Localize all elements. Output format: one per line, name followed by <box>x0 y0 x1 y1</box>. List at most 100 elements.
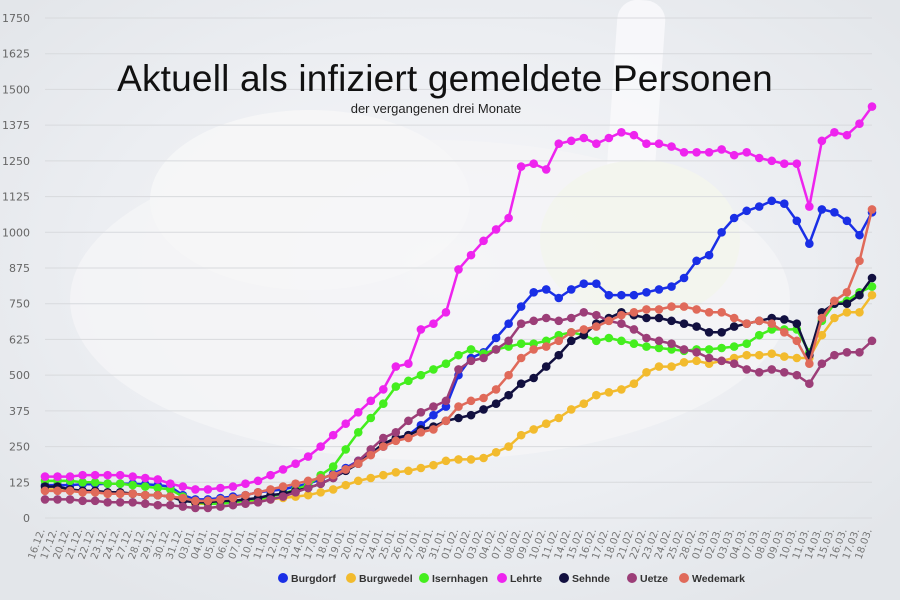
data-point <box>516 430 526 440</box>
data-point <box>166 500 175 510</box>
data-point <box>253 497 263 507</box>
legend-item-burgdorf[interactable]: Burgdorf <box>278 573 336 585</box>
data-point <box>429 460 438 470</box>
data-point <box>115 497 125 507</box>
series-uetze <box>40 307 877 513</box>
data-point <box>454 365 463 374</box>
legend-item-uetze[interactable]: Uetze <box>627 573 668 585</box>
data-point <box>692 356 701 366</box>
data-point <box>90 487 100 497</box>
data-point <box>779 327 789 337</box>
data-point <box>642 139 651 149</box>
data-point <box>592 279 601 289</box>
data-point <box>504 370 513 380</box>
data-point <box>78 496 87 506</box>
data-point <box>103 489 112 499</box>
data-point <box>128 472 138 481</box>
data-point <box>466 455 476 464</box>
data-point <box>303 490 313 500</box>
data-point <box>805 359 814 369</box>
legend-item-lehrte[interactable]: Lehrte <box>497 573 542 585</box>
data-point <box>654 305 664 314</box>
data-point <box>153 490 163 500</box>
data-point <box>642 333 651 343</box>
data-point <box>441 396 451 406</box>
data-point <box>328 470 338 480</box>
data-point <box>379 442 388 451</box>
data-point <box>817 330 827 340</box>
data-point <box>855 119 864 129</box>
data-point <box>341 445 351 454</box>
data-point <box>516 339 526 349</box>
data-point <box>379 470 388 480</box>
data-point <box>228 482 238 491</box>
data-point <box>328 485 338 494</box>
data-point <box>479 453 488 463</box>
data-point <box>441 307 451 317</box>
y-axis: 0 125 250 375 500 625 750 875 1000 1125 1250 1375 15… <box>2 12 30 525</box>
data-point <box>353 459 363 469</box>
data-point <box>817 313 827 323</box>
legend: Burgdorf Burgwedel Isernhagen Lehrte Sehnde U… <box>278 573 745 585</box>
data-point <box>178 502 188 511</box>
data-point <box>830 127 839 137</box>
data-point <box>617 319 626 329</box>
data-point <box>667 362 676 371</box>
data-point <box>178 493 188 503</box>
data-point <box>592 139 601 149</box>
data-point <box>191 485 200 494</box>
legend-label: Uetze <box>640 573 668 585</box>
data-point <box>867 336 877 346</box>
data-point <box>592 310 601 320</box>
data-point <box>754 202 764 211</box>
data-point <box>617 290 626 300</box>
data-point <box>792 336 802 346</box>
data-point <box>855 290 864 300</box>
data-point <box>115 489 125 499</box>
data-point <box>592 336 601 346</box>
legend-item-burgwedel[interactable]: Burgwedel <box>346 573 413 585</box>
data-point <box>429 425 438 434</box>
legend-label: Isernhagen <box>432 573 488 585</box>
data-point <box>416 325 426 334</box>
data-point <box>704 147 714 157</box>
data-point <box>617 310 626 320</box>
data-point <box>779 199 789 209</box>
legend-label: Sehnde <box>572 573 610 585</box>
data-point <box>867 205 877 214</box>
data-point <box>754 330 764 340</box>
legend-item-sehnde[interactable]: Sehnde <box>559 573 610 585</box>
data-point <box>842 307 852 317</box>
data-point <box>379 385 388 394</box>
data-point <box>341 480 351 490</box>
data-point <box>729 313 739 323</box>
data-point <box>479 353 488 363</box>
data-point <box>303 476 313 486</box>
data-point <box>754 153 764 163</box>
data-point <box>805 379 814 389</box>
data-point <box>667 302 676 311</box>
data-point <box>516 379 526 389</box>
data-point <box>466 345 476 354</box>
series-lehrte <box>40 102 877 494</box>
data-point <box>817 359 827 369</box>
data-point <box>228 500 238 510</box>
legend-item-isernhagen[interactable]: Isernhagen <box>419 573 488 585</box>
data-point <box>629 307 639 317</box>
legend-item-wedemark[interactable]: Wedemark <box>679 573 745 585</box>
data-point <box>78 477 87 487</box>
background-decoration <box>70 0 790 460</box>
data-point <box>541 285 551 294</box>
data-point <box>654 139 664 149</box>
data-point <box>779 352 789 361</box>
legend-marker <box>497 573 507 583</box>
data-point <box>717 356 726 366</box>
data-point <box>717 145 726 154</box>
data-point <box>140 499 150 509</box>
data-point <box>90 470 100 480</box>
data-point <box>704 307 714 317</box>
data-point <box>379 399 388 409</box>
data-point <box>203 503 213 513</box>
data-point <box>466 250 476 260</box>
data-point <box>128 489 138 499</box>
